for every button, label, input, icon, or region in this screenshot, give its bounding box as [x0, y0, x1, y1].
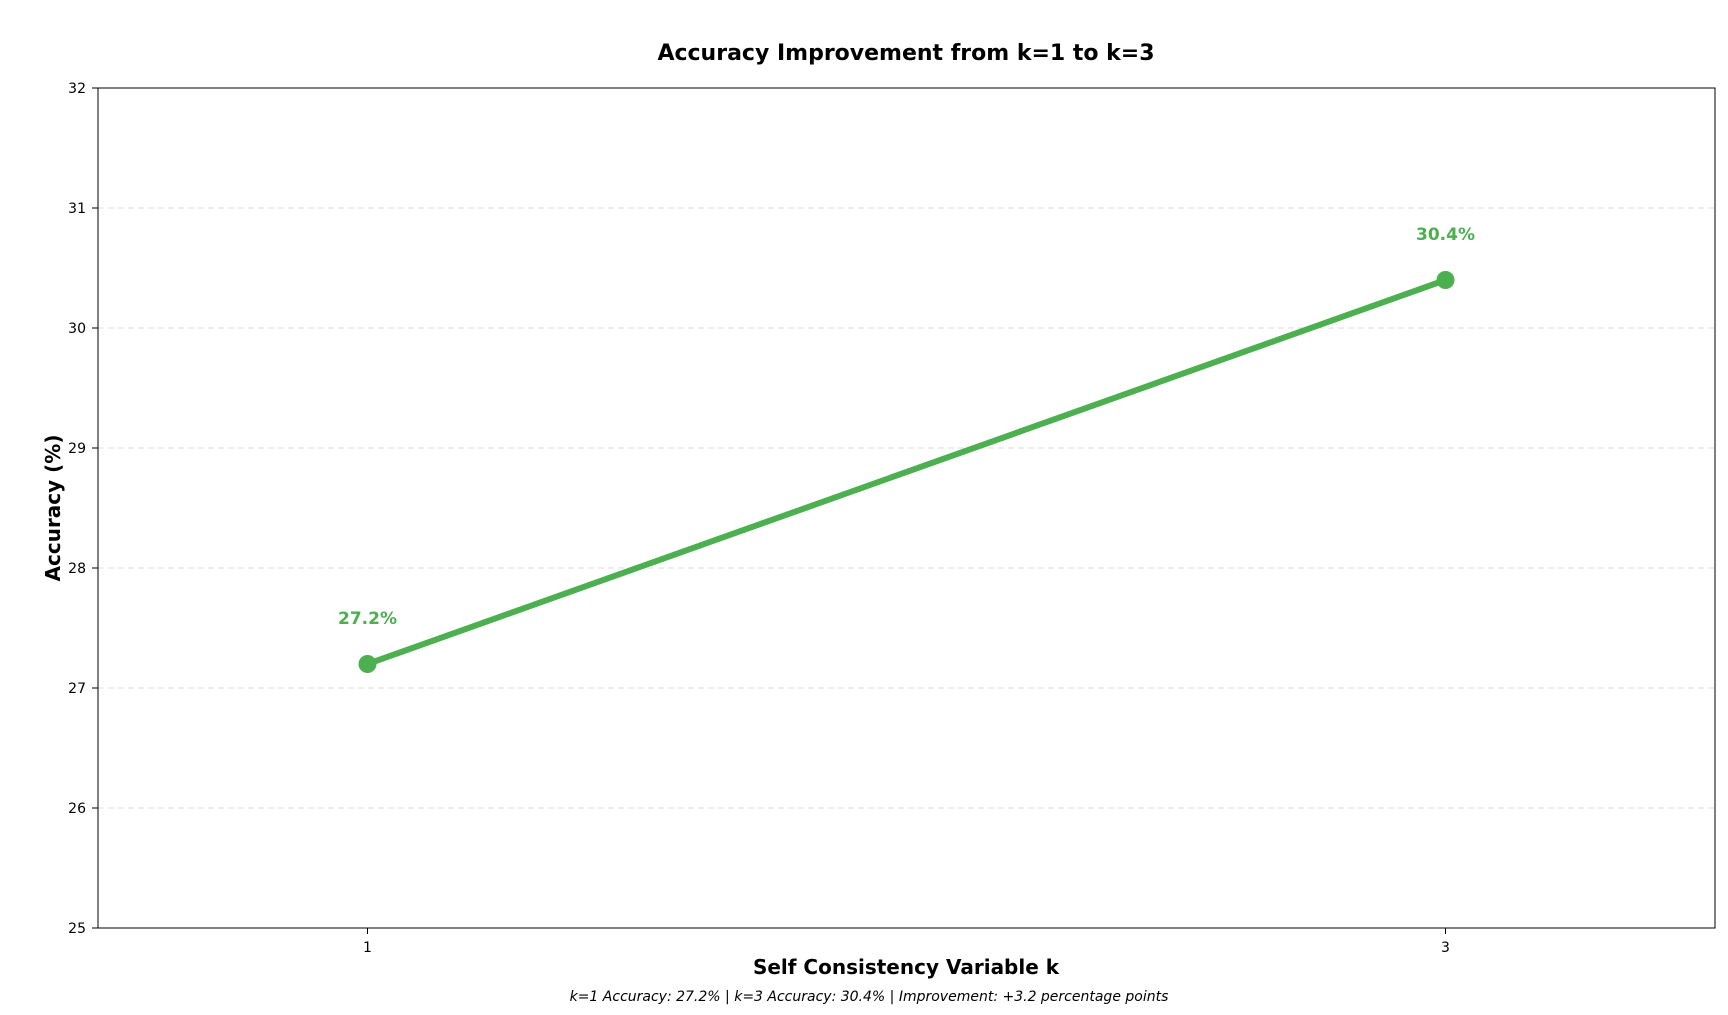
y-tick-label: 28 [68, 561, 86, 577]
chart-caption: k=1 Accuracy: 27.2% | k=3 Accuracy: 30.4… [570, 989, 1169, 1005]
x-tick-label: 3 [1441, 940, 1450, 956]
chart-title: Accuracy Improvement from k=1 to k=3 [657, 41, 1154, 66]
y-axis: 25 26 27 28 29 30 31 32 [68, 81, 98, 937]
series-line [364, 277, 1449, 667]
y-axis-label: Accuracy (%) [41, 435, 65, 582]
y-tick-label: 31 [68, 201, 86, 217]
series-layer: 27.2% 30.4% [338, 225, 1475, 673]
y-tick-label: 27 [68, 681, 86, 697]
x-axis-label: Self Consistency Variable k [753, 955, 1060, 979]
data-point [1436, 271, 1455, 289]
x-tick-label: 1 [363, 940, 372, 956]
data-label: 27.2% [338, 609, 397, 629]
plot-area [97, 87, 1716, 929]
data-point [358, 655, 377, 673]
y-tick-label: 25 [68, 921, 86, 937]
y-tick-label: 29 [68, 441, 86, 457]
y-tick-label: 26 [68, 801, 86, 817]
data-label: 30.4% [1416, 225, 1475, 245]
y-tick-label: 30 [68, 321, 86, 337]
y-tick-label: 32 [68, 81, 86, 97]
